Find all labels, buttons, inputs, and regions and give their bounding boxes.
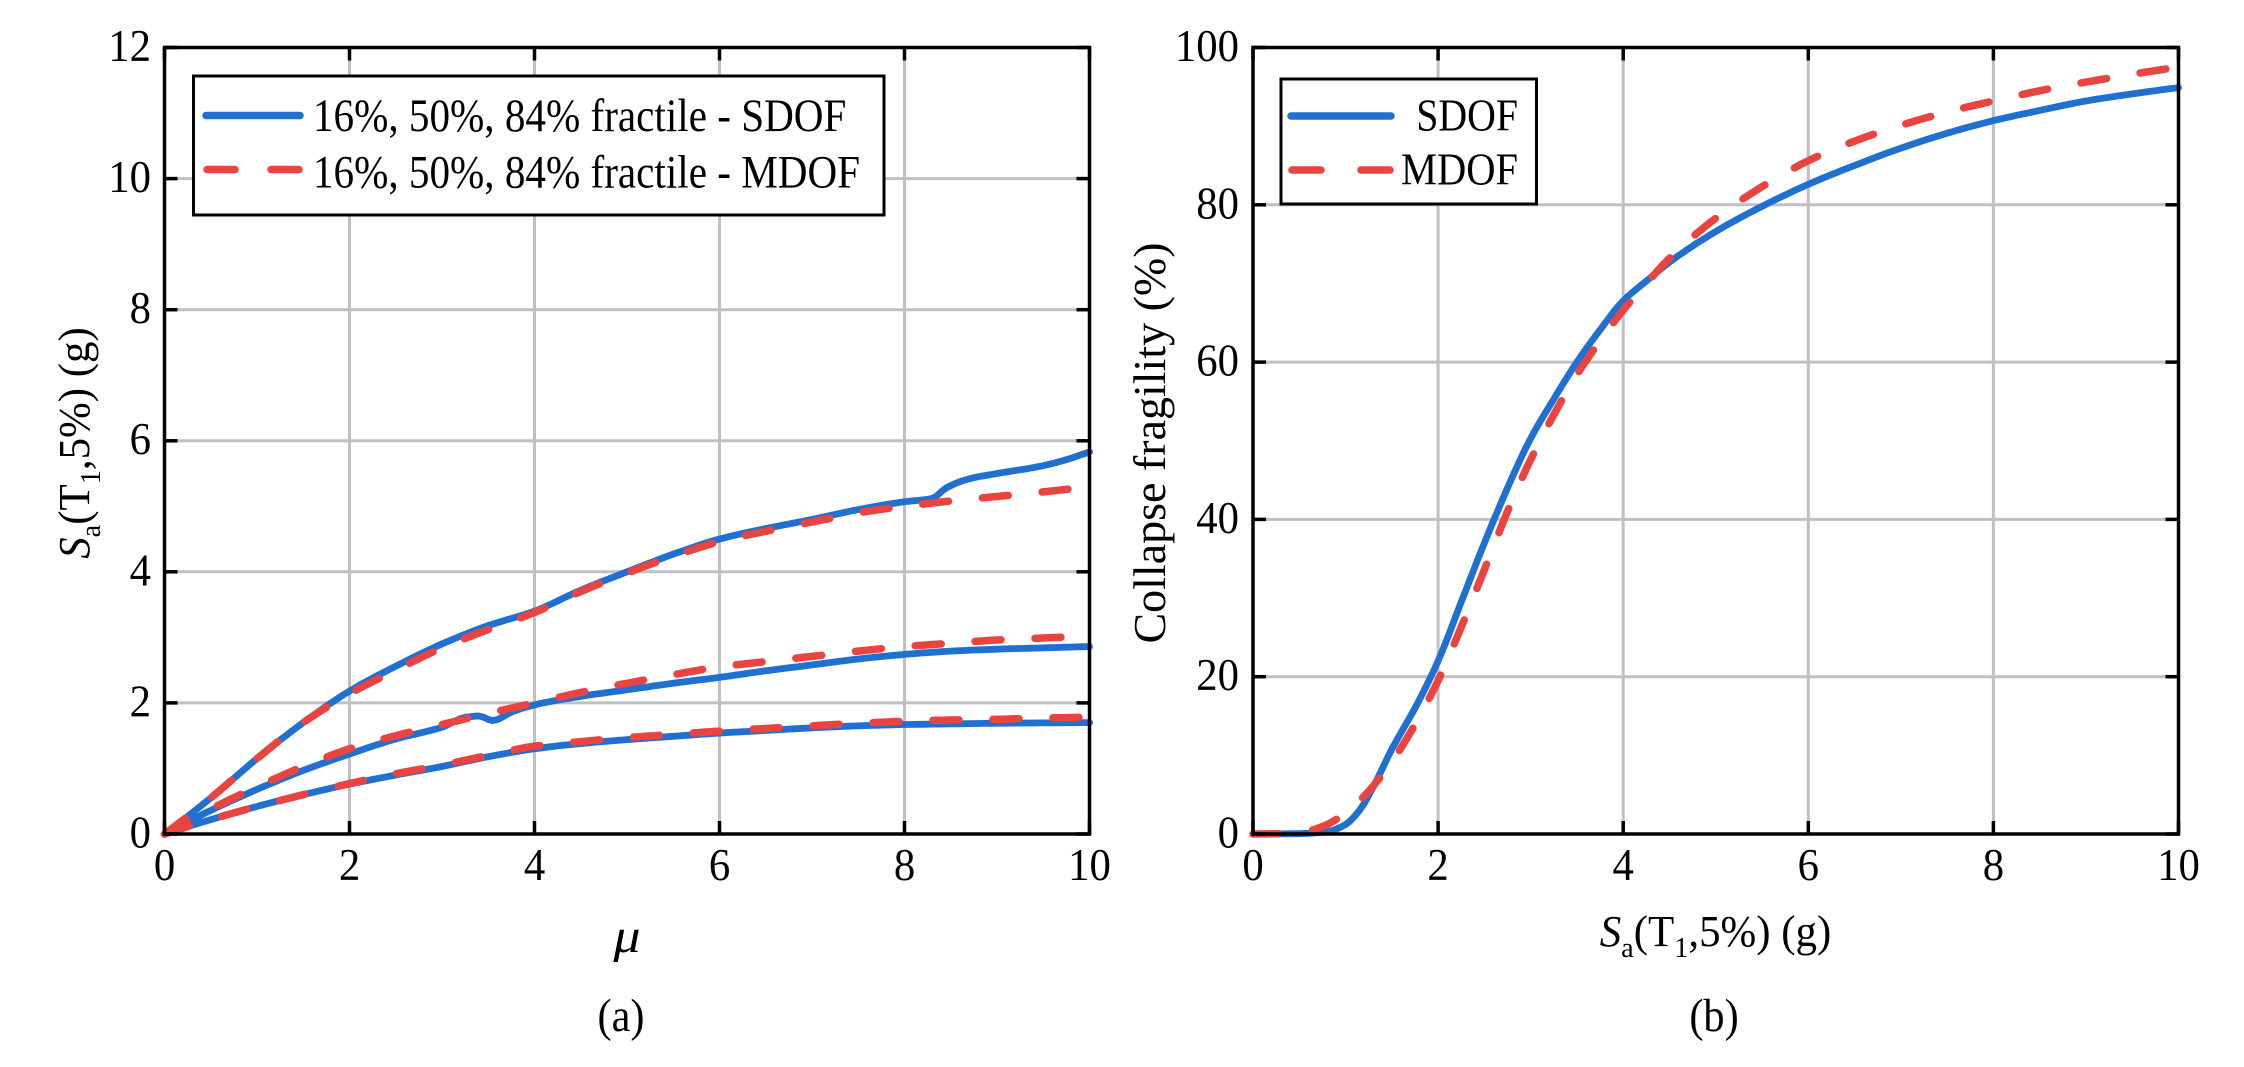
svg-text:0: 0	[1242, 841, 1263, 890]
svg-text:4: 4	[130, 546, 151, 595]
svg-text:4: 4	[524, 841, 545, 890]
svg-text:6: 6	[1798, 841, 1819, 890]
svg-text:10: 10	[108, 153, 151, 202]
svg-text:2: 2	[130, 677, 151, 726]
svg-text:16%, 50%, 84% fractile - SDOF: 16%, 50%, 84% fractile - SDOF	[313, 89, 846, 141]
svg-text:μ: μ	[612, 911, 640, 964]
svg-text:8: 8	[1983, 841, 2004, 890]
svg-text:6: 6	[709, 841, 730, 890]
svg-text:(b): (b)	[1689, 989, 1738, 1042]
svg-text:0: 0	[154, 841, 175, 890]
svg-text:80: 80	[1196, 179, 1239, 228]
svg-text:0: 0	[1218, 809, 1239, 858]
svg-text:12: 12	[108, 22, 151, 71]
svg-text:40: 40	[1196, 494, 1239, 543]
svg-text:10: 10	[1068, 841, 1111, 890]
svg-text:6: 6	[130, 415, 151, 464]
svg-text:Sa(T1,5%) (g): Sa(T1,5%) (g)	[51, 327, 108, 559]
svg-text:16%, 50%, 84% fractile - MDOF: 16%, 50%, 84% fractile - MDOF	[313, 146, 860, 198]
svg-text:10: 10	[2157, 841, 2200, 890]
svg-text:Collapse fragility (%): Collapse fragility (%)	[1124, 242, 1175, 643]
svg-text:MDOF: MDOF	[1401, 146, 1518, 195]
svg-text:0: 0	[130, 809, 151, 858]
svg-text:8: 8	[130, 284, 151, 333]
svg-text:100: 100	[1175, 22, 1239, 71]
svg-text:2: 2	[1427, 841, 1448, 890]
svg-text:4: 4	[1613, 841, 1634, 890]
svg-text:Sa(T1,5%) (g): Sa(T1,5%) (g)	[1600, 908, 1832, 965]
svg-text:20: 20	[1196, 651, 1239, 700]
svg-text:60: 60	[1196, 337, 1239, 386]
svg-text:SDOF: SDOF	[1416, 91, 1518, 141]
svg-text:(a): (a)	[598, 989, 645, 1042]
svg-text:2: 2	[339, 841, 360, 890]
svg-text:8: 8	[894, 841, 915, 890]
